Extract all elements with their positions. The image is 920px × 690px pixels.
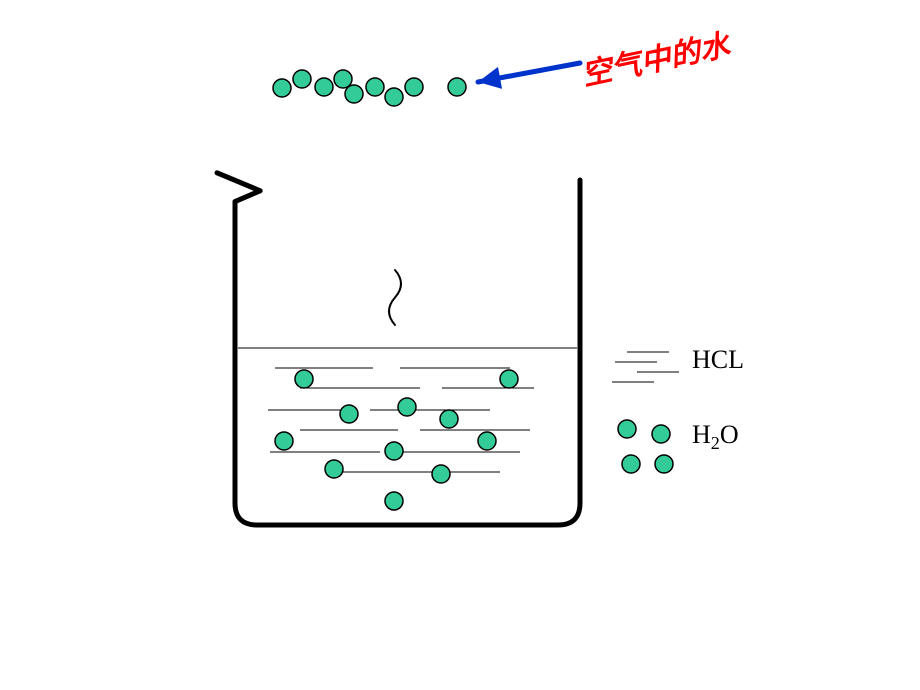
h2o-label: H2O <box>692 420 739 454</box>
h2o-label-sub: 2 <box>711 433 720 453</box>
hcl-label: HCL <box>692 345 744 375</box>
h2o-label-pre: H <box>692 420 711 449</box>
svg-layer <box>0 0 920 690</box>
hcl-label-text: HCL <box>692 345 744 374</box>
h2o-label-post: O <box>720 420 739 449</box>
diagram-container: { "canvas": { "width": 920, "height": 69… <box>0 0 920 690</box>
